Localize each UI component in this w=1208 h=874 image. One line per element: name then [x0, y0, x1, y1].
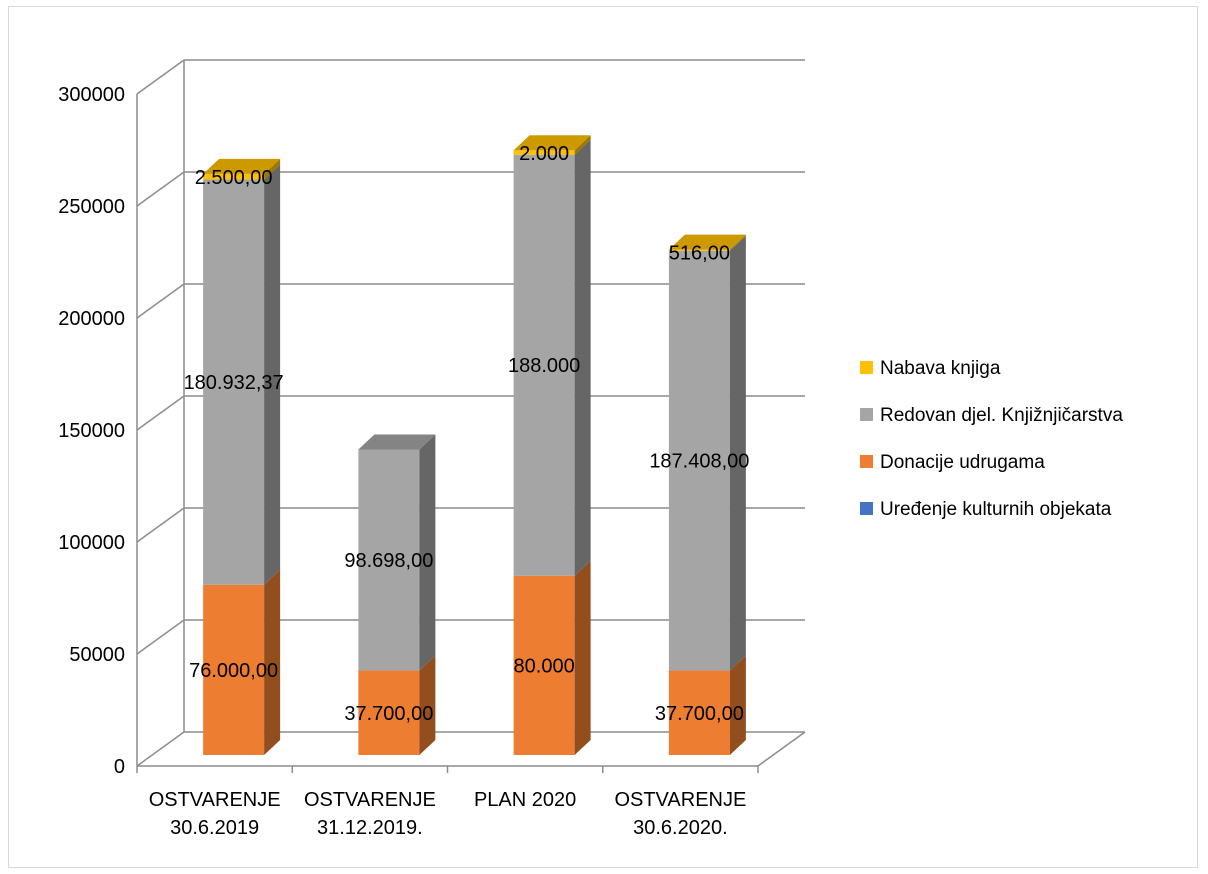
bar-top — [668, 234, 746, 250]
gridline-diagonal — [136, 395, 185, 431]
x-tick-label: OSTVARENJE — [614, 789, 746, 811]
y-tick-label: 200000 — [58, 308, 125, 330]
bar-segment — [668, 250, 730, 671]
bar-segment — [668, 670, 730, 755]
y-tick-label: 0 — [114, 756, 125, 778]
y-tick-label: 150000 — [58, 420, 125, 442]
bars — [203, 135, 746, 755]
bar-segment-side — [264, 158, 281, 180]
axes: 0 50000 100000 150000 200000 250000 300000 OSTV… — [58, 84, 759, 839]
y-tick-label: 300000 — [58, 84, 125, 106]
data-label: 2.500,00 — [195, 167, 273, 189]
bar-segment — [513, 575, 575, 755]
legend: Nabava knjiga Redovan djel. Knjižnjičarst… — [860, 358, 1123, 520]
bar-segment-side — [729, 234, 746, 251]
bar-segment-side — [729, 655, 746, 755]
x-tick-label: OSTVARENJE — [149, 789, 281, 811]
bar-segment — [668, 249, 730, 251]
x-tick-label: 31.12.2019. — [317, 817, 423, 839]
x-tick-label: 30.6.2019 — [170, 817, 259, 839]
bar-segment-side — [574, 139, 591, 576]
bar-top — [513, 135, 591, 151]
legend-swatch — [860, 455, 873, 468]
bar-segment — [513, 154, 575, 576]
gridline-diagonal — [136, 59, 185, 95]
data-labels: 76.000,00 180.932,37 2.500,00 37.700,00 98.6… — [184, 143, 750, 725]
legend-swatch — [860, 408, 873, 421]
x-tick-label: OSTVARENJE — [304, 789, 436, 811]
legend-swatch — [860, 502, 873, 515]
bar-segment-side — [264, 164, 281, 585]
data-label: 37.700,00 — [344, 703, 433, 725]
x-tick-label: PLAN 2020 — [474, 789, 576, 811]
legend-swatch — [860, 361, 873, 374]
floor-right-edge — [757, 731, 806, 767]
gridline-diagonal — [136, 507, 185, 543]
y-tick-label: 100000 — [58, 532, 125, 554]
data-label: 76.000,00 — [189, 660, 278, 682]
gridline-diagonal — [136, 619, 185, 655]
bar-segment — [358, 670, 420, 755]
y-tick-label: 50000 — [69, 644, 125, 666]
y-tick-label: 250000 — [58, 196, 125, 218]
gridline-diagonal — [136, 171, 185, 207]
data-label: 80.000 — [514, 655, 575, 677]
legend-label: Donacije udrugama — [880, 452, 1045, 473]
data-label: 180.932,37 — [184, 372, 284, 394]
bar-top — [203, 158, 281, 174]
bar-segment-side — [574, 560, 591, 755]
bar-segment-side — [419, 655, 436, 755]
x-tick-label: 30.6.2020. — [633, 817, 728, 839]
bar-segment — [203, 584, 265, 755]
legend-label: Uređenje kulturnih objekata — [880, 499, 1112, 520]
gridline-diagonal — [136, 731, 185, 767]
legend-label: Nabava knjiga — [880, 358, 1001, 379]
gridline-diagonal — [136, 283, 185, 319]
data-label: 516,00 — [669, 243, 730, 265]
bar-segment — [203, 179, 265, 585]
data-label: 98.698,00 — [344, 550, 433, 572]
bar-segment — [358, 449, 420, 671]
bar-segment — [513, 150, 575, 155]
bar-segment-side — [729, 235, 746, 671]
data-label: 37.700,00 — [655, 703, 744, 725]
data-label: 187.408,00 — [649, 451, 749, 473]
data-label: 2.000 — [519, 143, 569, 165]
legend-label: Redovan djel. Knjižnjičarstva — [880, 405, 1123, 426]
bar-segment-side — [419, 434, 436, 671]
bar-segment-side — [264, 569, 281, 755]
data-label: 188.000 — [508, 355, 580, 377]
bar-segment-side — [574, 135, 591, 155]
bar-segment — [203, 173, 265, 180]
bar-top — [358, 434, 436, 450]
